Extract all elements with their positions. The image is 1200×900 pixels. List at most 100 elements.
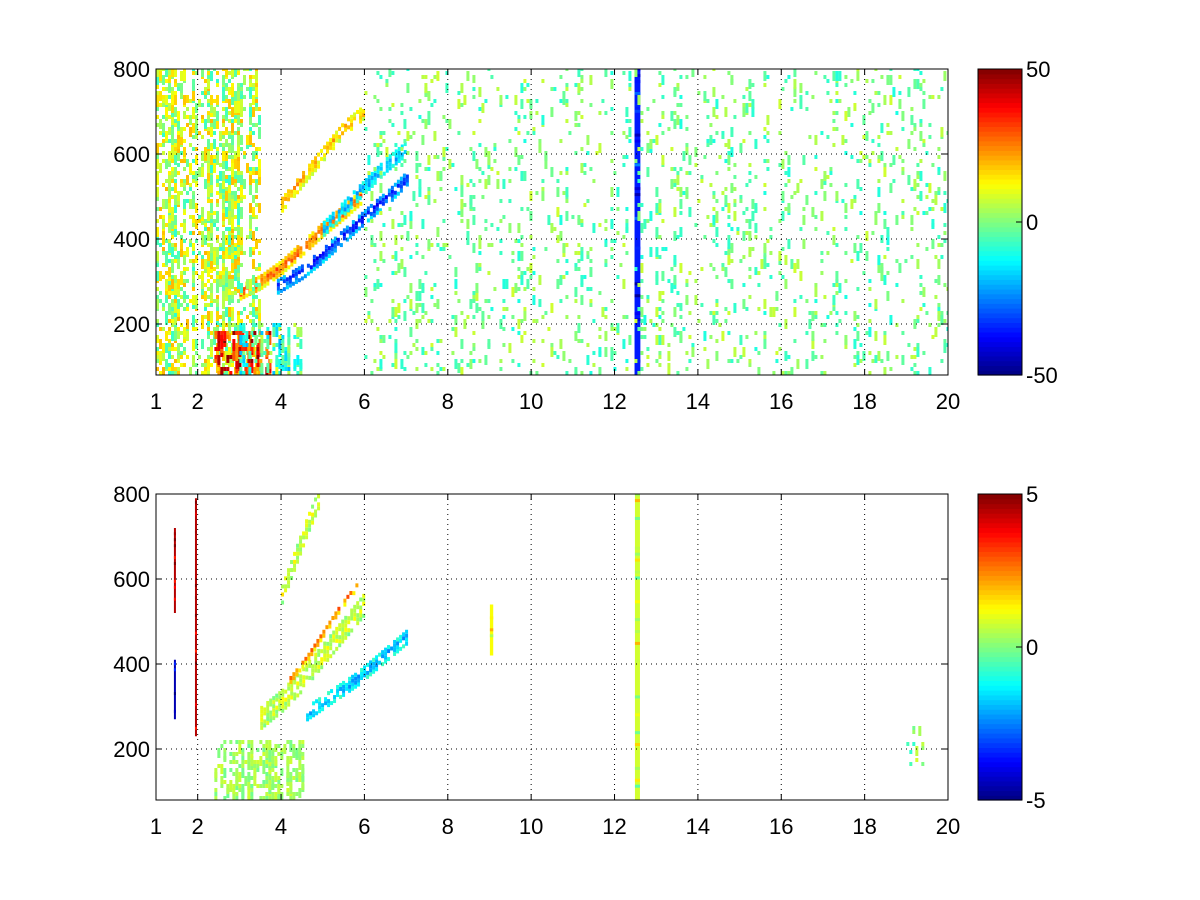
bottom-heat-cell <box>229 760 233 764</box>
top-colorbar-segment <box>978 317 1022 324</box>
top-heat-cell <box>281 270 285 275</box>
top-heat-cell <box>192 271 195 275</box>
bottom-heat-cell <box>289 780 293 790</box>
top-heat-cell <box>390 197 394 202</box>
bottom-heat-cell <box>268 780 272 790</box>
top-heat-cell <box>799 95 803 99</box>
top-heat-cell <box>210 275 213 279</box>
top-heat-cell <box>661 291 665 295</box>
top-colorbar-segment <box>978 288 1022 295</box>
top-heat-cell <box>490 223 494 227</box>
bottom-heat-cell <box>232 752 236 756</box>
top-heat-cell <box>520 243 524 247</box>
bottom-heat-cell <box>244 776 248 786</box>
top-heat-cell <box>284 204 288 209</box>
top-heat-cell <box>165 295 168 299</box>
top-heat-cell <box>814 167 818 171</box>
top-heat-cell <box>883 167 887 177</box>
bottom-heat-cell <box>253 760 257 764</box>
top-heat-cell <box>511 327 515 331</box>
bottom-heat-cell <box>362 613 366 618</box>
top-heat-cell <box>424 75 428 79</box>
top-heat-cell <box>586 199 590 203</box>
top-heat-cell <box>375 202 379 207</box>
top-heat-feature-2-curve-band <box>281 107 366 213</box>
top-heat-cell <box>381 201 385 206</box>
top-heat-cell <box>287 257 291 262</box>
top-heat-cell <box>865 155 869 159</box>
top-heat-cell <box>311 243 315 248</box>
top-heat-cell <box>353 203 357 208</box>
top-heat-cell <box>171 319 174 323</box>
top-heat-cell <box>278 327 282 331</box>
top-heat-cell <box>225 139 228 143</box>
bottom-heat-vertical-band <box>173 659 176 720</box>
top-heat-cell <box>299 327 303 337</box>
top-heat-cell <box>748 267 752 271</box>
top-heat-cell <box>907 87 911 97</box>
top-heat-cell <box>439 247 443 251</box>
bottom-heat-cell <box>260 725 264 730</box>
top-heat-cell <box>574 299 578 303</box>
bottom-heat-cell <box>338 643 342 648</box>
top-heat-cell <box>405 182 409 187</box>
top-heat-cell <box>613 171 617 175</box>
top-heat-cell <box>574 251 578 255</box>
bottom-heat-cell <box>342 684 346 689</box>
bottom-heat-cell <box>325 625 329 630</box>
top-heat-cell <box>472 131 476 135</box>
top-heat-cell <box>826 135 830 139</box>
top-heat-cell <box>314 236 318 241</box>
top-heat-cell <box>240 99 243 109</box>
top-heat-cell <box>189 127 192 137</box>
top-heat-cell <box>201 207 204 217</box>
top-heat-cell <box>568 359 572 363</box>
top-heat-cell <box>946 343 948 347</box>
top-heat-cell <box>898 99 902 109</box>
top-heat-cell <box>237 87 240 91</box>
bottom-x-tick-label: 12 <box>602 814 626 839</box>
top-heat-cell <box>874 359 878 363</box>
top-heat-cell <box>835 111 839 115</box>
top-heat-cell <box>180 71 183 81</box>
top-heat-cell <box>156 155 159 159</box>
top-heat-cell <box>243 95 246 99</box>
top-heat-cell <box>207 327 210 331</box>
top-heat-cell <box>919 283 923 287</box>
top-heat-cell <box>266 269 270 274</box>
top-heat-cell <box>356 109 360 114</box>
top-heat-cell <box>844 227 848 231</box>
top-heat-cell <box>183 71 186 81</box>
top-heat-cell <box>325 225 329 230</box>
top-heat-cell <box>814 283 818 287</box>
top-heat-feature-7-noise-region <box>239 323 303 375</box>
top-heat-cell <box>775 359 779 363</box>
top-heat-cell <box>922 143 926 147</box>
top-heat-cell <box>333 248 337 253</box>
top-heat-cell <box>362 113 366 118</box>
top-heat-cell <box>222 171 225 181</box>
top-heat-cell <box>409 107 413 111</box>
top-heat-cell <box>931 219 935 229</box>
top-heat-cell <box>628 83 632 87</box>
top-heat-cell <box>220 339 224 349</box>
top-heat-cell <box>565 83 569 87</box>
top-heat-cell <box>162 247 165 251</box>
bottom-x-tick-label: 2 <box>192 814 204 839</box>
top-heat-cell <box>727 223 731 227</box>
top-heat-cell <box>210 183 213 193</box>
top-heat-cell <box>272 277 276 282</box>
top-heat-cell <box>192 275 195 279</box>
top-heat-cell <box>308 242 312 247</box>
top-heat-cell <box>284 351 288 361</box>
top-heat-cell <box>706 139 710 143</box>
top-heat-cell <box>526 131 530 135</box>
top-heat-cell <box>778 271 782 275</box>
bottom-heat-cell <box>334 611 338 616</box>
top-heat-cell <box>207 231 210 241</box>
top-heat-cell <box>258 167 261 177</box>
top-heat-cell <box>673 255 677 265</box>
top-heat-cell <box>400 359 404 369</box>
top-heat-cell <box>763 207 767 211</box>
